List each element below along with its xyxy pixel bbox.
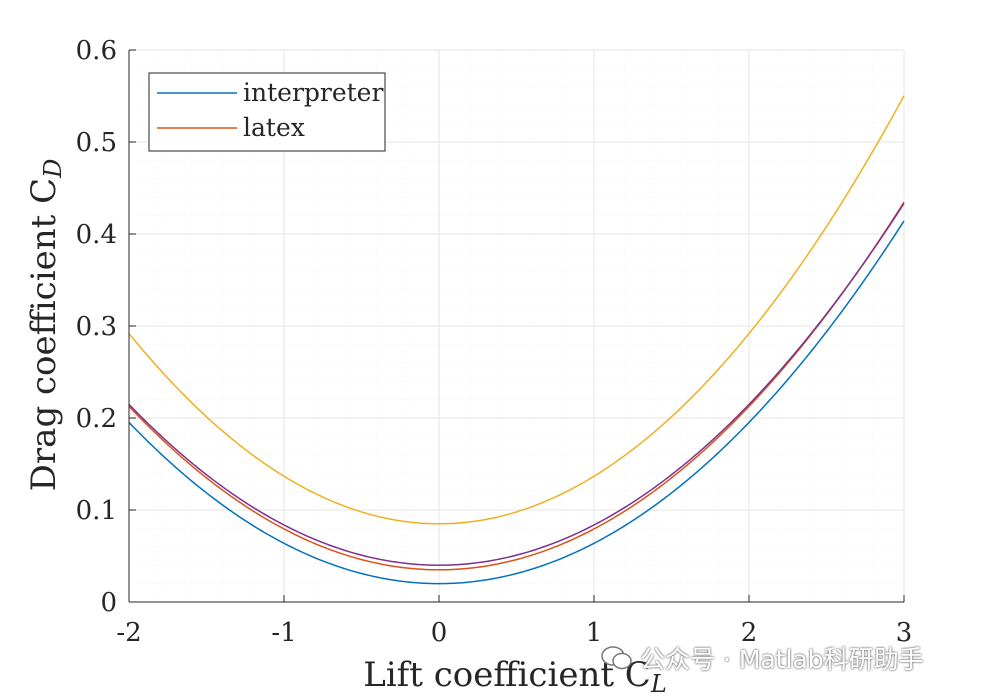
y-tick-label: 0.2 bbox=[76, 404, 117, 434]
x-tick-label: -1 bbox=[271, 618, 296, 648]
y-tick-label: 0.5 bbox=[76, 128, 117, 158]
y-tick-label: 0.1 bbox=[76, 496, 117, 526]
legend-label-interpreter: interpreter bbox=[243, 78, 383, 107]
x-tick-label: 2 bbox=[741, 618, 758, 648]
legend-box bbox=[148, 72, 386, 152]
y-tick-label: 0.3 bbox=[76, 312, 117, 342]
x-tick-label: -2 bbox=[116, 618, 141, 648]
series-layer bbox=[128, 95, 905, 585]
x-tick-label: 0 bbox=[431, 618, 448, 648]
axes bbox=[128, 49, 905, 603]
watermark: 公众号 · Matlab科研助手 bbox=[600, 640, 924, 676]
series-line-3 bbox=[128, 95, 905, 525]
series-line-4 bbox=[128, 202, 905, 566]
legend-label-latex: latex bbox=[243, 113, 305, 142]
y-axis-label: Drag coefficient CD bbox=[24, 159, 67, 492]
legend: interpreter latex bbox=[148, 72, 386, 152]
y-tick-label: 0.4 bbox=[76, 220, 117, 250]
x-tick-label: 1 bbox=[586, 618, 603, 648]
watermark-text: 公众号 · Matlab科研助手 bbox=[640, 645, 924, 674]
y-tick-label: 0 bbox=[100, 588, 117, 618]
series-line-interpreter bbox=[128, 220, 905, 585]
wechat-icon bbox=[601, 646, 632, 670]
x-tick-label: 3 bbox=[896, 618, 913, 648]
series-line-latex bbox=[128, 201, 905, 571]
y-tick-label: 0.6 bbox=[76, 36, 117, 66]
tick-labels: -2 -1 0 1 2 3 0 0.1 0.2 0.3 0.4 0.5 0.6 bbox=[76, 36, 913, 648]
x-axis-label: Lift coefficient CL bbox=[363, 655, 667, 697]
